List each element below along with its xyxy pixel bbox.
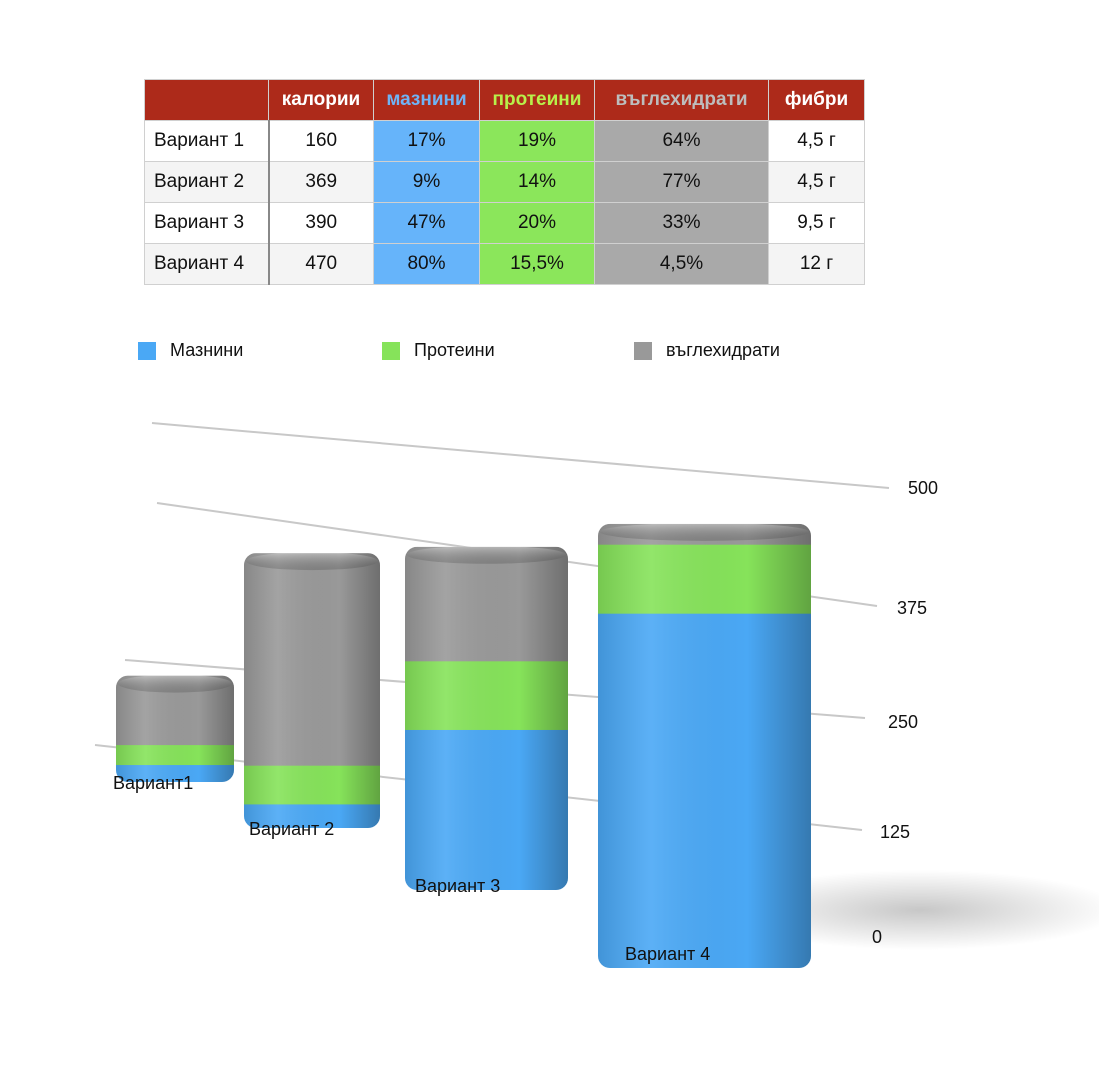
grid-line xyxy=(151,422,890,489)
x-category-label: Вариант 3 xyxy=(415,876,500,896)
cell-fat: 17% xyxy=(373,120,480,162)
legend-item-carbs: въглехидрати xyxy=(634,340,780,361)
cell-carbs: 64% xyxy=(594,120,769,162)
bar-shading xyxy=(244,553,380,828)
cell-fiber: 12 г xyxy=(768,243,865,285)
legend-item-protein: Протеини xyxy=(382,340,495,361)
legend-swatch-protein xyxy=(382,341,400,360)
legend-label-protein: Протеини xyxy=(414,340,495,360)
bars xyxy=(116,523,811,968)
cell-carbs: 4,5% xyxy=(594,243,769,285)
row-label: Вариант 2 xyxy=(144,161,270,203)
legend-swatch-fat xyxy=(138,341,156,360)
y-tick-label: 250 xyxy=(888,712,918,732)
cell-fiber: 9,5 г xyxy=(768,202,865,244)
bar-cap xyxy=(407,546,566,564)
legend-label-fat: Мазнини xyxy=(170,340,244,360)
cell-fiber: 4,5 г xyxy=(768,161,865,203)
x-category-label: Вариант 2 xyxy=(249,819,334,839)
y-tick-label: 375 xyxy=(897,598,927,618)
cell-calories: 160 xyxy=(268,120,374,162)
bar-shading xyxy=(405,546,568,890)
bar-cap xyxy=(246,553,378,571)
cell-carbs: 33% xyxy=(594,202,769,244)
bar-cap xyxy=(600,523,809,541)
cell-fat: 9% xyxy=(373,161,480,203)
cell-protein: 19% xyxy=(479,120,595,162)
y-tick-label: 0 xyxy=(872,927,882,947)
cell-carbs: 77% xyxy=(594,161,769,203)
x-category-label: Вариант 4 xyxy=(625,944,710,964)
table-row: Вариант 4 470 80% 15,5% 4,5% 12 г xyxy=(144,243,865,285)
row-label: Вариант 1 xyxy=(144,120,270,162)
cell-calories: 390 xyxy=(268,202,374,244)
floor-shadow xyxy=(720,870,1099,950)
cell-fiber: 4,5 г xyxy=(768,120,865,162)
bar-stack xyxy=(116,675,234,782)
table-header-protein: протеини xyxy=(479,79,595,121)
row-label: Вариант 3 xyxy=(144,202,270,244)
bar-stack xyxy=(244,553,380,828)
table-header-empty xyxy=(144,79,269,121)
row-label: Вариант 4 xyxy=(144,243,270,285)
table-row: Вариант 1 160 17% 19% 64% 4,5 г xyxy=(144,120,865,162)
table-header-fat: мазнини xyxy=(373,79,480,121)
legend-item-fat: Мазнини xyxy=(138,340,243,361)
y-tick-label: 500 xyxy=(908,478,938,498)
legend-label-carbs: въглехидрати xyxy=(666,340,780,360)
labels: 0 125 250 375 500 Вариант1 Вариант 2 Вариант 3 В… xyxy=(113,478,938,964)
x-category-label: Вариант1 xyxy=(113,773,193,793)
bar-stack xyxy=(598,523,811,968)
cell-protein: 20% xyxy=(479,202,595,244)
y-tick-label: 125 xyxy=(880,822,910,842)
cell-calories: 470 xyxy=(268,243,374,285)
bar-shadow xyxy=(720,870,1099,950)
bar-stack xyxy=(405,546,568,890)
bar-shading xyxy=(598,523,811,968)
table-header-row: калории мазнини протеини въглехидрати фи… xyxy=(144,79,865,121)
nutrition-table: калории мазнини протеини въглехидрати фи… xyxy=(144,79,865,285)
cell-protein: 14% xyxy=(479,161,595,203)
bar-shading xyxy=(116,675,234,782)
legend-swatch-carbs xyxy=(634,341,652,360)
cell-fat: 80% xyxy=(373,243,480,285)
table-header-fiber: фибри xyxy=(768,79,865,121)
cell-protein: 15,5% xyxy=(479,243,595,285)
bar-cap xyxy=(118,675,232,693)
chart-legend: Мазнини Протеини въглехидрати xyxy=(138,340,898,362)
table-row: Вариант 3 390 47% 20% 33% 9,5 г xyxy=(144,202,865,244)
